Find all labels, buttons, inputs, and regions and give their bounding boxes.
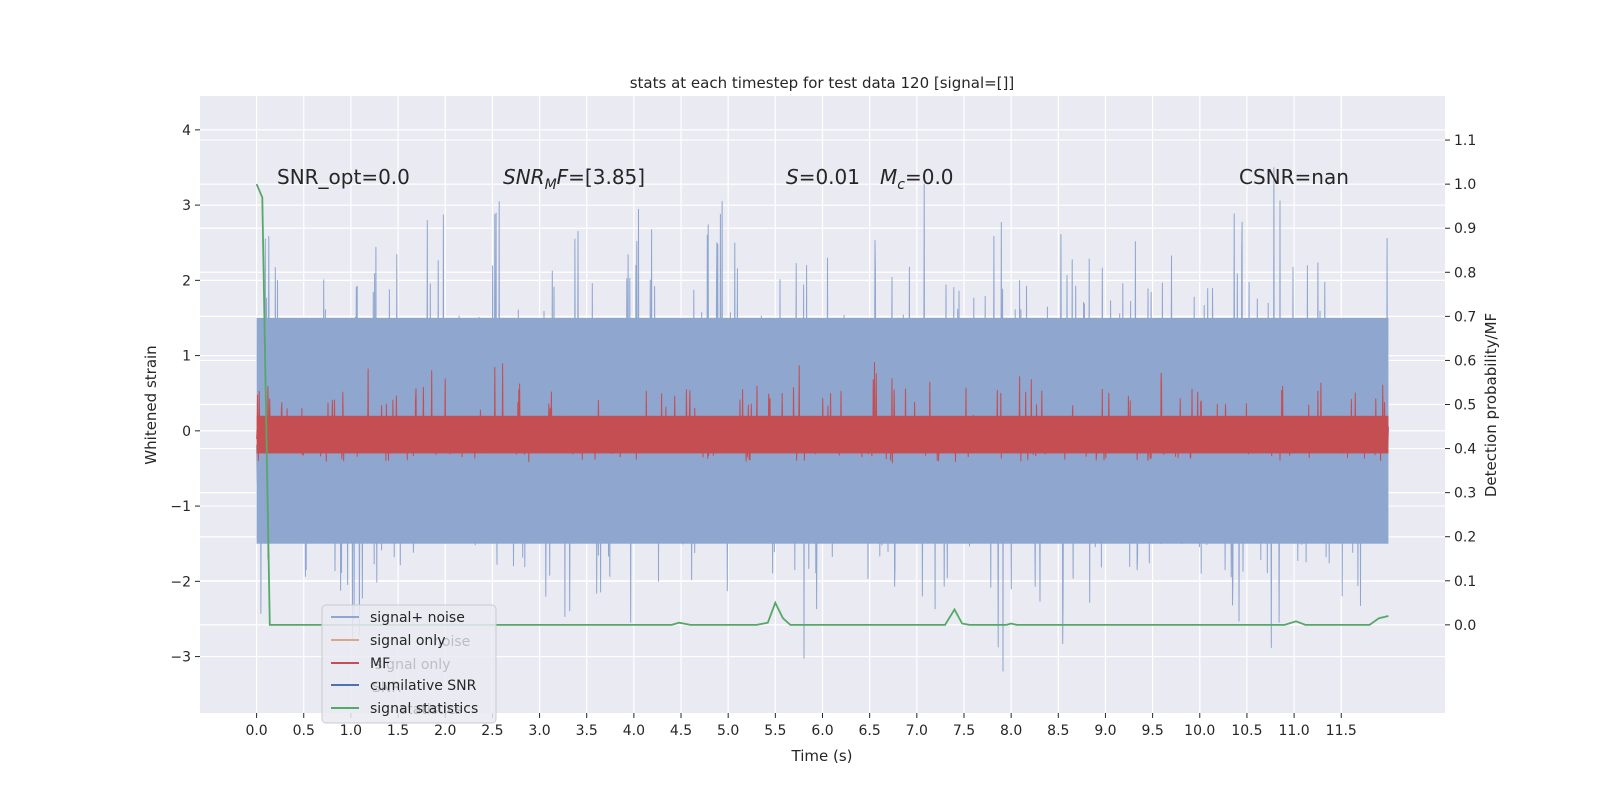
snr-mf-value: =[3.85] (568, 165, 645, 189)
series-layer (255, 167, 1389, 672)
x-tick-label: 5.0 (717, 723, 739, 739)
x-tick-label: 1.0 (340, 723, 362, 739)
x-tick-label: 11.5 (1326, 723, 1357, 739)
signal-statistics-series-line (255, 183, 1389, 626)
y2-tick-label: 0.4 (1454, 442, 1476, 458)
legend-label-cumilative-snr: cumilative SNR (370, 678, 477, 694)
s-value: =0.01 (799, 165, 860, 189)
y-tick-label: 0 (182, 424, 191, 440)
x-tick-label: 0.5 (293, 723, 315, 739)
y-tick-label: 2 (182, 273, 191, 289)
legend: noise signal only SNR statistics signal+… (321, 604, 497, 724)
annotation-snr-mf: SNRMF=[3.85] (503, 165, 645, 193)
y2-tick-label: 0.5 (1454, 398, 1476, 414)
y2-tick-label: 1.1 (1454, 133, 1476, 149)
x-axis-label: Time (s) (791, 747, 853, 765)
legend-ghost-2: signal only (375, 657, 450, 673)
y-tick-label: −2 (170, 574, 191, 590)
legend-label-signal-only: signal only (370, 633, 445, 649)
mc-value: =0.0 (905, 165, 954, 189)
chart-title: stats at each timestep for test data 120… (630, 74, 1015, 92)
snr-mf-rest: F (557, 165, 569, 189)
x-tick-label: 9.5 (1141, 723, 1163, 739)
x-tick-label: 1.5 (387, 723, 409, 739)
y2-tick-label: 0.3 (1454, 486, 1476, 502)
s-symbol: S (786, 165, 799, 189)
x-tick-label: 4.5 (670, 723, 692, 739)
y2-tick-label: 0.6 (1454, 353, 1476, 369)
x-tick-label: 7.5 (953, 723, 975, 739)
legend-ghost-1: noise (433, 634, 470, 650)
y-tick-label: −3 (170, 650, 191, 666)
legend-label-signal-noise: signal+ noise (370, 610, 465, 626)
y2-tick-label: 0.9 (1454, 221, 1476, 237)
x-tick-label: 0.0 (245, 723, 267, 739)
x-tick-label: 10.0 (1184, 723, 1215, 739)
x-tick-label: 6.5 (859, 723, 881, 739)
y2-tick-label: 0.1 (1454, 574, 1476, 590)
y2-tick-label: 0.7 (1454, 309, 1476, 325)
annotations: SNR_opt=0.0 SNRMF=[3.85] S=0.01 Mc=0.0 C… (277, 165, 1349, 193)
annotation-snr-opt: SNR_opt=0.0 (277, 165, 410, 189)
y2-tick-label: 0.2 (1454, 530, 1476, 546)
x-tick-label: 7.0 (906, 723, 928, 739)
legend-frame (321, 604, 497, 724)
legend-ghost-4: statistics (400, 702, 462, 718)
y-tick-label: 4 (182, 123, 191, 139)
legend-ghost-3: SNR (372, 680, 401, 696)
mc-main: M (880, 165, 897, 189)
x-tick-label: 8.0 (1000, 723, 1022, 739)
x-tick-label: 2.5 (481, 723, 503, 739)
y-tick-label: 3 (182, 198, 191, 214)
x-tick-label: 11.0 (1279, 723, 1310, 739)
legend-label-mf: MF (370, 656, 390, 672)
x-tick-label: 10.5 (1231, 723, 1262, 739)
y2-tick-label: 1.0 (1454, 177, 1476, 193)
y-axis-label: Whitened strain (142, 345, 160, 464)
ticks: 0.0 0.5 1.0 1.5 2.0 2.5 3.0 3.5 4.0 4.5 5.0 5.5 6.0 6… (170, 123, 1476, 739)
annotation-mc: Mc=0.0 (880, 165, 954, 193)
x-tick-label: 9.0 (1094, 723, 1116, 739)
annotation-s: S=0.01 (786, 165, 860, 189)
x-tick-label: 2.0 (434, 723, 456, 739)
x-tick-label: 8.5 (1047, 723, 1069, 739)
y2-axis-label: Detection probability/MF (1482, 313, 1500, 497)
snr-mf-main: SNR (503, 165, 545, 189)
x-tick-label: 3.0 (528, 723, 550, 739)
y-tick-label: 1 (182, 349, 191, 365)
mf-series-line (256, 362, 1389, 464)
x-tick-label: 4.0 (623, 723, 645, 739)
x-tick-label: 5.5 (764, 723, 786, 739)
mc-sub: c (897, 177, 905, 193)
y2-tick-label: 0.8 (1454, 265, 1476, 281)
y-tick-label: −1 (170, 499, 191, 515)
x-tick-label: 3.5 (576, 723, 598, 739)
y2-tick-label: 0.0 (1454, 618, 1476, 634)
annotation-csnr: CSNR=nan (1239, 165, 1349, 189)
x-tick-label: 6.0 (811, 723, 833, 739)
legend-label-signal-statistics: signal statistics (370, 701, 478, 717)
snr-mf-sub: M (545, 177, 557, 193)
